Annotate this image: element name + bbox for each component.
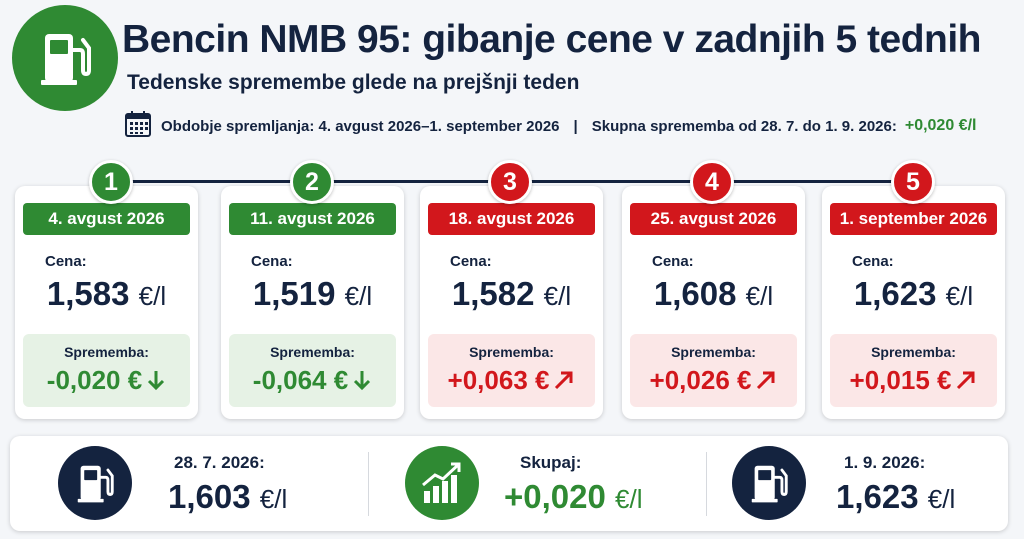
step-badge-5: 5 [891,160,935,204]
step-badge-4: 4 [690,160,734,204]
week-date: 18. avgust 2026 [428,203,595,235]
arrow-up-right-icon [955,367,977,398]
fuel-pump-logo [12,5,118,111]
price-value: 1,608 €/l [653,275,774,312]
price-label: Cena: [45,253,87,270]
period-bar: Obdobje spremljanja: 4. avgust 2026–1. s… [123,111,976,141]
change-box: Sprememba: -0,064 € [229,334,396,407]
period-separator: | [573,117,578,135]
total-change-label: Skupna sprememba od 28. 7. do 1. 9. 2026… [591,117,897,135]
change-value: +0,015 € [830,365,997,398]
page-title: Bencin NMB 95: gibanje cene v zadnjih 5 … [122,18,982,61]
change-label: Sprememba: [671,344,756,360]
change-value: -0,064 € [229,365,396,398]
week-date: 25. avgust 2026 [630,203,797,235]
week-date: 4. avgust 2026 [23,203,190,235]
step-badge-2: 2 [290,160,334,204]
week-card-3: 18. avgust 2026 Cena: 1,582 €/l Sprememb… [420,186,603,419]
end-date-label: 1. 9. 2026: [844,453,926,472]
fuel-pump-icon [58,446,132,520]
price-value: 1,623 €/l [853,275,974,312]
divider [706,452,707,516]
change-label: Sprememba: [871,344,956,360]
growth-chart-icon [405,446,479,520]
price-label: Cena: [852,253,894,270]
change-value: -0,020 € [23,365,190,398]
week-card-2: 11. avgust 2026 Cena: 1,519 €/l Sprememb… [221,186,404,419]
change-box: Sprememba: -0,020 € [23,334,190,407]
week-card-1: 4. avgust 2026 Cena: 1,583 €/l Sprememba… [15,186,198,419]
arrow-up-right-icon [755,367,777,398]
summary-panel: 28. 7. 2026: 1,603 €/l Skupaj: +0,020 €/… [10,436,1008,531]
start-price-value: 1,603 €/l [168,478,288,515]
price-label: Cena: [652,253,694,270]
price-value: 1,519 €/l [252,275,373,312]
change-box: Sprememba: +0,063 € [428,334,595,407]
page-subtitle: Tedenske spremembe glede na prejšnji ted… [127,71,580,94]
arrow-up-right-icon [553,367,575,398]
week-date: 1. september 2026 [830,203,997,235]
change-box: Sprememba: +0,015 € [830,334,997,407]
week-card-4: 25. avgust 2026 Cena: 1,608 €/l Sprememb… [622,186,805,419]
week-date: 11. avgust 2026 [229,203,396,235]
change-label: Sprememba: [64,344,149,360]
price-label: Cena: [450,253,492,270]
price-value: 1,582 €/l [451,275,572,312]
arrow-down-icon [352,367,372,398]
start-date-label: 28. 7. 2026: [174,453,265,472]
total-change-value: +0,020 €/l [904,117,977,134]
calendar-icon [123,109,153,143]
end-price-value: 1,623 €/l [836,478,956,515]
step-badge-1: 1 [89,160,133,204]
change-value: +0,026 € [630,365,797,398]
fuel-pump-icon [732,446,806,520]
arrow-down-icon [146,367,166,398]
week-card-5: 1. september 2026 Cena: 1,623 €/l Spreme… [822,186,1005,419]
change-label: Sprememba: [469,344,554,360]
step-badge-3: 3 [488,160,532,204]
change-box: Sprememba: +0,026 € [630,334,797,407]
change-value: +0,063 € [428,365,595,398]
period-label: Obdobje spremljanja: 4. avgust 2026–1. s… [161,117,560,135]
total-value: +0,020 €/l [504,478,643,515]
total-label: Skupaj: [520,453,582,472]
price-value: 1,583 €/l [46,275,167,312]
divider [368,452,369,516]
change-label: Sprememba: [270,344,355,360]
price-label: Cena: [251,253,293,270]
